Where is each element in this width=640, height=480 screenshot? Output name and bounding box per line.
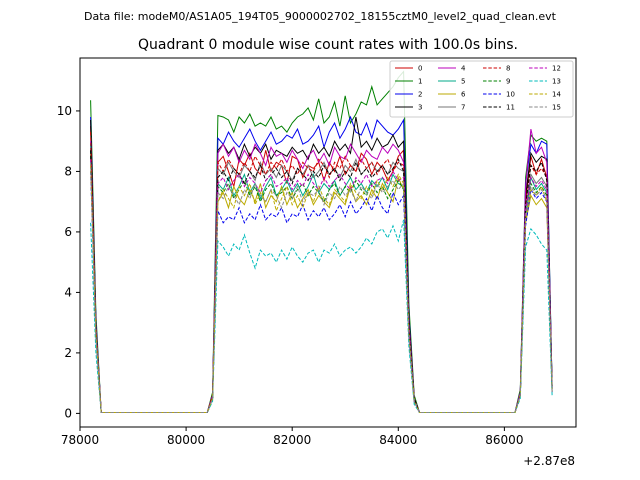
- legend-label-14: 14: [552, 91, 561, 99]
- plot-frame: [79, 57, 577, 428]
- series-line-0: [90, 126, 553, 413]
- series-line-8: [90, 132, 553, 413]
- legend-label-8: 8: [506, 65, 510, 73]
- x-tick-label-82000: 82000: [273, 433, 311, 447]
- y-tick-label-6: 6: [64, 225, 72, 239]
- legend-label-9: 9: [506, 78, 510, 86]
- legend-label-4: 4: [461, 65, 466, 73]
- legend-label-0: 0: [418, 65, 422, 73]
- series-line-5: [90, 144, 553, 413]
- series-line-14: [90, 165, 553, 413]
- x-tick-label-80000: 80000: [167, 433, 205, 447]
- y-tick-label-8: 8: [64, 164, 72, 178]
- x-tick-label-86000: 86000: [485, 433, 523, 447]
- y-tick-label-2: 2: [64, 346, 72, 360]
- chart-title: Quadrant 0 module wise count rates with …: [138, 37, 518, 53]
- legend-label-11: 11: [506, 104, 515, 112]
- series-line-10: [90, 171, 553, 413]
- legend-label-10: 10: [506, 91, 515, 99]
- legend-label-7: 7: [461, 104, 465, 112]
- legend-label-5: 5: [461, 78, 465, 86]
- x-offset-label: +2.87e8: [523, 454, 575, 468]
- legend-label-15: 15: [552, 104, 561, 112]
- y-axis: 0 2 4 6 8 10: [57, 104, 80, 420]
- series-line-11: [90, 150, 553, 413]
- series-line-9: [90, 156, 553, 413]
- y-tick-label-0: 0: [64, 406, 72, 420]
- series-line-7: [90, 147, 553, 413]
- series-line-3: [90, 116, 553, 413]
- y-tick-label-10: 10: [57, 104, 72, 118]
- series-line-12: [90, 159, 553, 413]
- x-tick-label-84000: 84000: [379, 433, 417, 447]
- legend-label-2: 2: [418, 91, 422, 99]
- x-tick-label-78000: 78000: [61, 433, 99, 447]
- legend-label-3: 3: [418, 104, 422, 112]
- data-file-label: Data file: modeM0/AS1A05_194T05_90000027…: [84, 10, 557, 23]
- series-layer: [90, 70, 553, 413]
- legend-label-6: 6: [461, 91, 466, 99]
- legend-label-1: 1: [418, 78, 422, 86]
- series-line-1: [90, 70, 553, 413]
- series-line-15: [90, 162, 553, 413]
- x-axis: 78000 80000 82000 84000 86000: [61, 427, 523, 447]
- series-line-13: [90, 219, 553, 413]
- legend-box: [389, 60, 574, 118]
- legend-label-13: 13: [552, 78, 561, 86]
- y-tick-label-4: 4: [64, 285, 72, 299]
- series-line-2: [90, 115, 553, 413]
- legend-label-12: 12: [552, 65, 561, 73]
